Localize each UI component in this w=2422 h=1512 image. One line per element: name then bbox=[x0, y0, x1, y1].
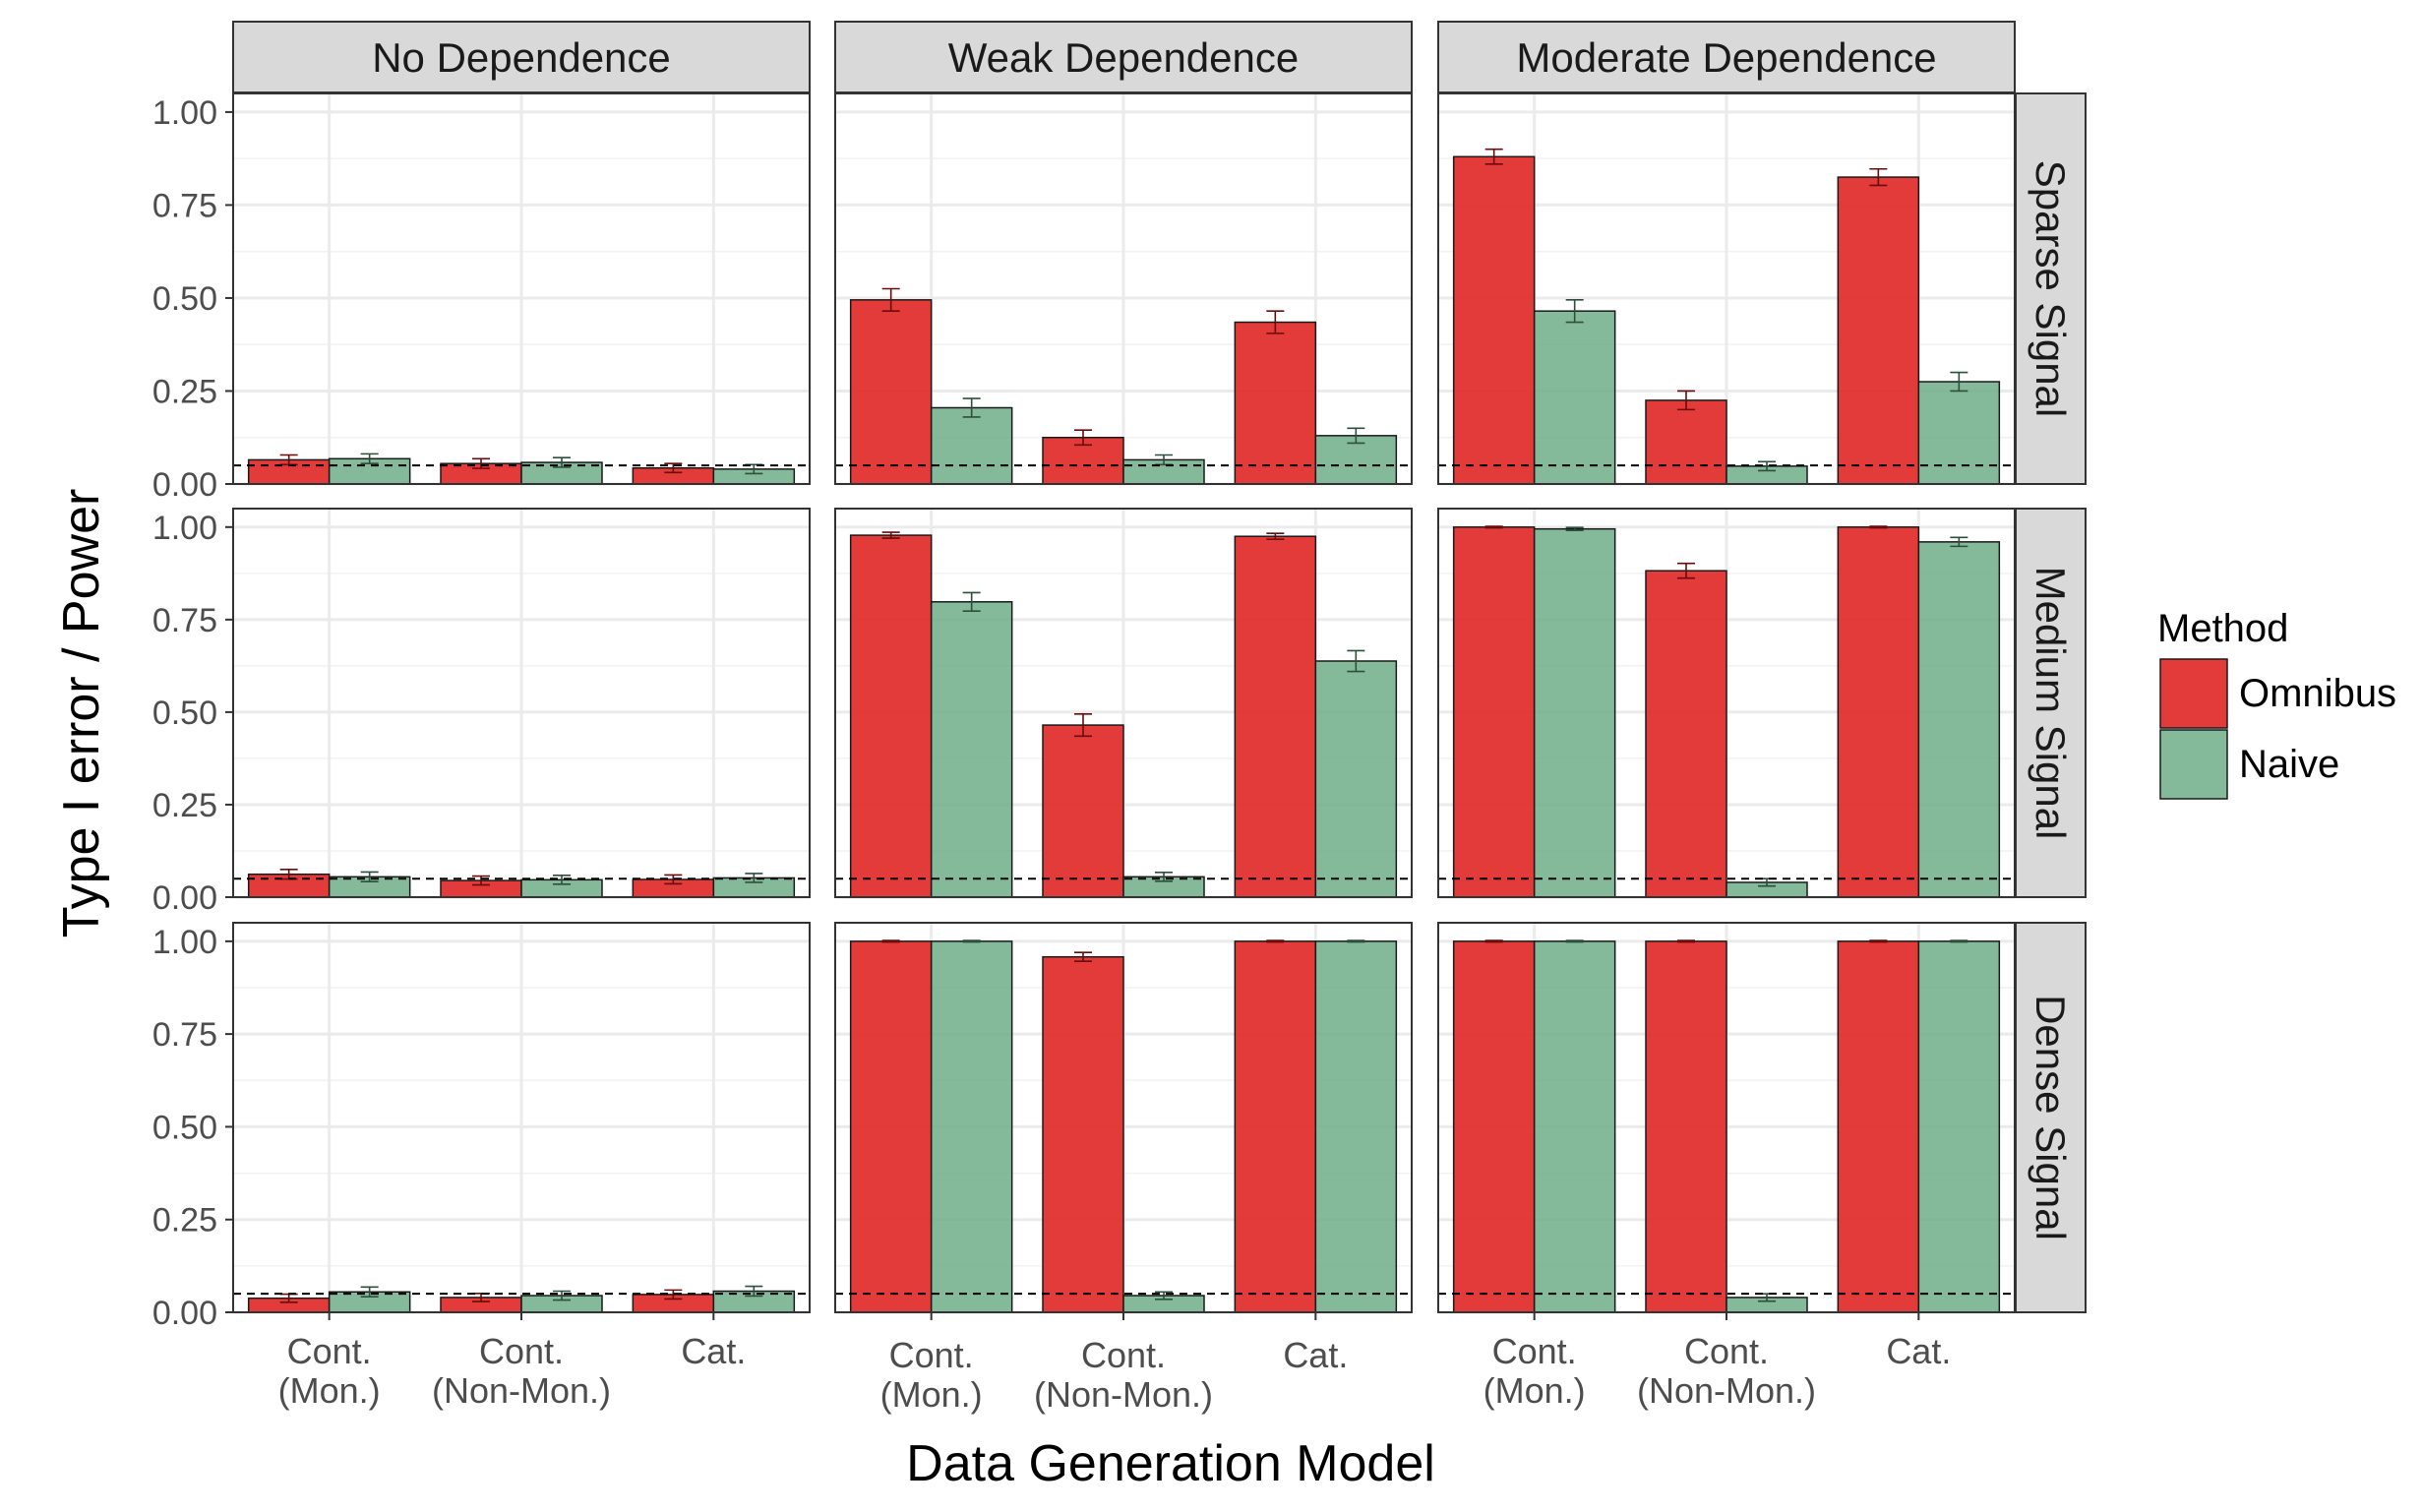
omnibus-bar bbox=[1645, 399, 1727, 485]
x-tick-label: Cat. bbox=[681, 1331, 746, 1371]
y-tick-label: 1.00 bbox=[152, 924, 217, 961]
naive-bar bbox=[1533, 940, 1616, 1313]
naive-bar bbox=[930, 940, 1013, 1313]
omnibus-bar bbox=[1042, 724, 1124, 898]
y-tick-label: 0.25 bbox=[152, 787, 217, 824]
omnibus-bar bbox=[849, 299, 933, 485]
x-tick-label: (Mon.) bbox=[880, 1374, 983, 1415]
omnibus-bar bbox=[1645, 940, 1727, 1313]
naive-bar bbox=[1917, 940, 2001, 1313]
x-axis-title: Data Generation Model bbox=[906, 1435, 1435, 1492]
y-tick-label: 0.75 bbox=[152, 1016, 217, 1054]
y-axis-title: Type I error / Power bbox=[53, 489, 110, 938]
panel-border bbox=[1437, 508, 2016, 898]
facet-panel bbox=[1437, 508, 2016, 899]
facet-strip-col bbox=[834, 21, 1413, 93]
omnibus-bar bbox=[1042, 955, 1124, 1313]
facet-column-label: No Dependence bbox=[372, 34, 671, 81]
y-tick-label: 0.00 bbox=[152, 1295, 217, 1332]
omnibus-bar bbox=[1234, 535, 1317, 898]
omnibus-bar bbox=[1452, 155, 1536, 485]
facet-strip-row bbox=[2015, 508, 2087, 898]
facet-strip-col bbox=[1437, 21, 2016, 93]
x-tick-label: Cont. bbox=[1492, 1331, 1577, 1371]
x-tick-label: (Non-Mon.) bbox=[1637, 1370, 1816, 1411]
naive-bar bbox=[1533, 527, 1616, 898]
y-tick-label: 1.00 bbox=[152, 510, 217, 547]
omnibus-bar bbox=[1452, 940, 1536, 1313]
naive-bar bbox=[1533, 310, 1616, 485]
facet-strip-col bbox=[232, 21, 811, 93]
facet-panel bbox=[834, 92, 1413, 486]
y-tick-label: 0.00 bbox=[152, 879, 217, 917]
facet-panel bbox=[232, 508, 811, 899]
omnibus-bar bbox=[849, 534, 933, 898]
x-tick-label: Cont. bbox=[479, 1331, 564, 1371]
facet-panel bbox=[1437, 922, 2016, 1314]
facet-panel bbox=[232, 92, 811, 486]
omnibus-bar bbox=[1234, 940, 1317, 1313]
facet-strip-row bbox=[2015, 92, 2087, 485]
x-tick-label: (Mon.) bbox=[278, 1370, 381, 1411]
omnibus-bar bbox=[1837, 176, 1920, 485]
y-tick-label: 1.00 bbox=[152, 94, 217, 132]
facet-panel bbox=[834, 508, 1413, 899]
y-tick-label: 0.50 bbox=[152, 280, 217, 318]
omnibus-bar bbox=[1234, 321, 1317, 485]
facet-column-label: Weak Dependence bbox=[948, 34, 1299, 81]
x-tick-label: Cont. bbox=[1684, 1331, 1769, 1371]
y-tick-label: 0.50 bbox=[152, 1109, 217, 1146]
naive-bar bbox=[1314, 660, 1398, 898]
legend: Method Omnibus Naive bbox=[2157, 607, 2396, 800]
x-tick-label: Cont. bbox=[1081, 1335, 1166, 1375]
y-tick-label: 0.25 bbox=[152, 373, 217, 410]
legend-label-naive: Naive bbox=[2239, 743, 2339, 786]
naive-bar bbox=[1917, 541, 2001, 898]
x-tick-label: Cont. bbox=[889, 1335, 974, 1375]
panel-border bbox=[232, 508, 811, 898]
facet-column-label: Moderate Dependence bbox=[1516, 34, 1936, 81]
x-tick-label: Cont. bbox=[287, 1331, 372, 1371]
facet-row-label: Dense Signal bbox=[2028, 995, 2074, 1240]
panel-border bbox=[834, 92, 1413, 485]
legend-swatch-omnibus bbox=[2159, 658, 2228, 729]
legend-swatch-naive bbox=[2159, 729, 2228, 800]
facet-row-label: Medium Signal bbox=[2028, 567, 2074, 840]
y-tick-label: 0.75 bbox=[152, 602, 217, 639]
y-tick-label: 0.25 bbox=[152, 1202, 217, 1240]
naive-bar bbox=[930, 601, 1013, 898]
y-tick-label: 0.00 bbox=[152, 466, 217, 504]
panel-border bbox=[834, 508, 1413, 898]
x-tick-label: (Mon.) bbox=[1483, 1370, 1586, 1411]
omnibus-bar bbox=[1837, 940, 1920, 1313]
naive-bar bbox=[1917, 381, 2001, 485]
naive-bar bbox=[930, 406, 1013, 485]
y-tick-label: 0.75 bbox=[152, 187, 217, 224]
panel-border bbox=[232, 92, 811, 485]
omnibus-bar bbox=[849, 940, 933, 1313]
facet-row-label: Sparse Signal bbox=[2028, 160, 2074, 418]
omnibus-bar bbox=[1837, 526, 1920, 898]
facet-panel bbox=[232, 922, 811, 1314]
x-tick-label: Cat. bbox=[1886, 1331, 1951, 1371]
facet-panel bbox=[1437, 92, 2016, 486]
x-tick-label: Cat. bbox=[1283, 1335, 1348, 1375]
facet-panel bbox=[834, 922, 1413, 1314]
legend-label-omnibus: Omnibus bbox=[2239, 672, 2396, 715]
panel-border bbox=[1437, 92, 2016, 485]
x-tick-label: (Non-Mon.) bbox=[1034, 1374, 1213, 1415]
y-tick-label: 0.50 bbox=[152, 695, 217, 732]
x-tick-label: (Non-Mon.) bbox=[432, 1370, 611, 1411]
omnibus-bar bbox=[1452, 526, 1536, 898]
naive-bar bbox=[1314, 940, 1398, 1313]
legend-title: Method bbox=[2157, 607, 2288, 650]
omnibus-bar bbox=[1645, 570, 1727, 898]
